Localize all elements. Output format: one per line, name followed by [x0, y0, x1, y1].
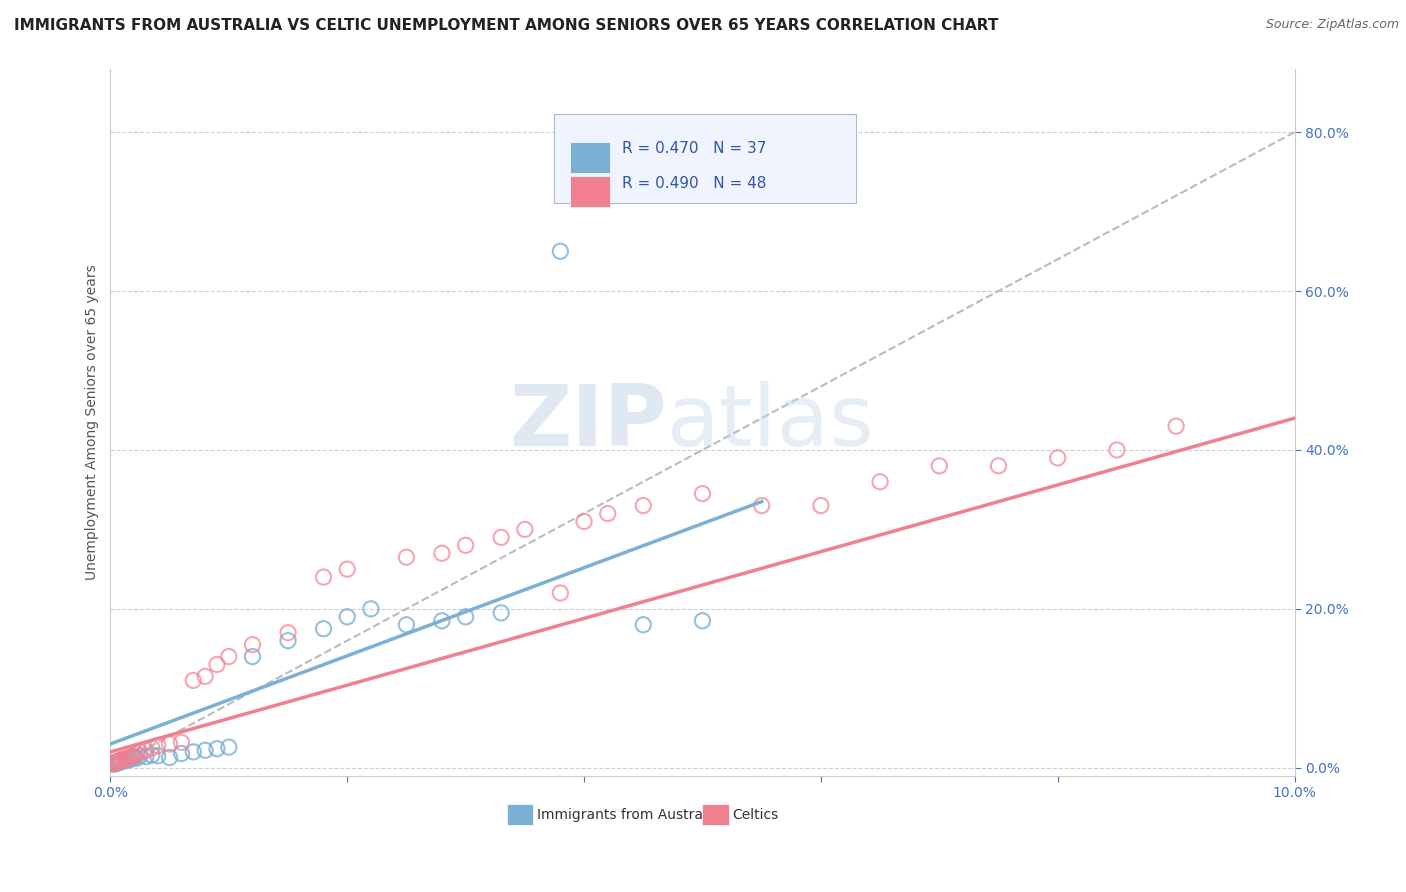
Point — [170, 735, 193, 749]
Point — [395, 550, 418, 565]
Point — [118, 750, 141, 764]
Point — [159, 737, 181, 751]
Point — [430, 614, 453, 628]
Point — [141, 740, 163, 755]
Text: R = 0.470   N = 37: R = 0.470 N = 37 — [621, 142, 766, 156]
Point — [146, 739, 169, 753]
Point — [550, 586, 572, 600]
Point — [181, 673, 204, 688]
Point — [107, 756, 129, 770]
Text: IMMIGRANTS FROM AUSTRALIA VS CELTIC UNEMPLOYMENT AMONG SENIORS OVER 65 YEARS COR: IMMIGRANTS FROM AUSTRALIA VS CELTIC UNEM… — [14, 18, 998, 33]
Point — [242, 638, 264, 652]
Point — [572, 515, 595, 529]
FancyBboxPatch shape — [508, 805, 533, 825]
Point — [135, 749, 157, 764]
Text: ZIP: ZIP — [509, 381, 666, 464]
Point — [107, 755, 129, 769]
Text: atlas: atlas — [666, 381, 875, 464]
FancyBboxPatch shape — [569, 142, 610, 173]
Text: R = 0.490   N = 48: R = 0.490 N = 48 — [621, 176, 766, 191]
Point — [987, 458, 1010, 473]
Point — [596, 507, 619, 521]
Point — [181, 745, 204, 759]
Point — [125, 747, 148, 761]
Point — [122, 750, 145, 764]
Point — [108, 756, 131, 770]
Point — [103, 756, 125, 771]
Point — [692, 614, 714, 628]
Text: Source: ZipAtlas.com: Source: ZipAtlas.com — [1265, 18, 1399, 31]
Point — [105, 756, 128, 770]
Y-axis label: Unemployment Among Seniors over 65 years: Unemployment Among Seniors over 65 years — [86, 264, 100, 580]
Point — [135, 743, 157, 757]
Point — [129, 745, 152, 759]
Point — [277, 633, 299, 648]
Point — [454, 538, 477, 552]
Point — [1105, 442, 1128, 457]
Point — [121, 749, 143, 764]
Point — [633, 617, 655, 632]
Point — [111, 755, 134, 769]
Point — [122, 748, 145, 763]
Point — [430, 546, 453, 560]
Point — [194, 669, 217, 683]
Point — [242, 649, 264, 664]
Point — [312, 622, 335, 636]
Point — [101, 756, 124, 771]
Point — [129, 748, 152, 763]
Point — [550, 244, 572, 259]
Point — [218, 740, 240, 755]
Point — [869, 475, 891, 489]
Point — [1046, 450, 1069, 465]
Point — [513, 523, 536, 537]
Point — [810, 499, 832, 513]
FancyBboxPatch shape — [703, 805, 728, 825]
Point — [218, 649, 240, 664]
Point — [336, 609, 359, 624]
Point — [107, 756, 129, 770]
Point — [146, 748, 169, 763]
Point — [205, 741, 228, 756]
Text: Immigrants from Australia: Immigrants from Australia — [537, 807, 718, 822]
Point — [170, 747, 193, 761]
Point — [100, 756, 122, 771]
Point — [692, 486, 714, 500]
Point — [360, 602, 382, 616]
Point — [454, 609, 477, 624]
Point — [159, 750, 181, 764]
FancyBboxPatch shape — [554, 114, 856, 202]
Point — [928, 458, 950, 473]
Point — [489, 606, 512, 620]
FancyBboxPatch shape — [569, 176, 610, 207]
Point — [118, 753, 141, 767]
Point — [107, 755, 129, 769]
Point — [633, 499, 655, 513]
Point — [101, 756, 124, 770]
Point — [194, 743, 217, 757]
Point — [1164, 419, 1187, 434]
Point — [336, 562, 359, 576]
Point — [110, 755, 132, 769]
Point — [121, 751, 143, 765]
Point — [114, 754, 136, 768]
Point — [104, 756, 127, 770]
Point — [104, 756, 127, 771]
Text: Celtics: Celtics — [733, 807, 779, 822]
Point — [105, 756, 128, 770]
Point — [115, 753, 138, 767]
Point — [110, 753, 132, 767]
Point — [111, 753, 134, 767]
Point — [103, 756, 125, 770]
Point — [141, 748, 163, 763]
Point — [395, 617, 418, 632]
Point — [489, 530, 512, 544]
Point — [312, 570, 335, 584]
Point — [114, 752, 136, 766]
Point — [125, 751, 148, 765]
Point — [108, 754, 131, 768]
Point — [751, 499, 773, 513]
Point — [277, 625, 299, 640]
Point — [115, 751, 138, 765]
Point — [205, 657, 228, 672]
